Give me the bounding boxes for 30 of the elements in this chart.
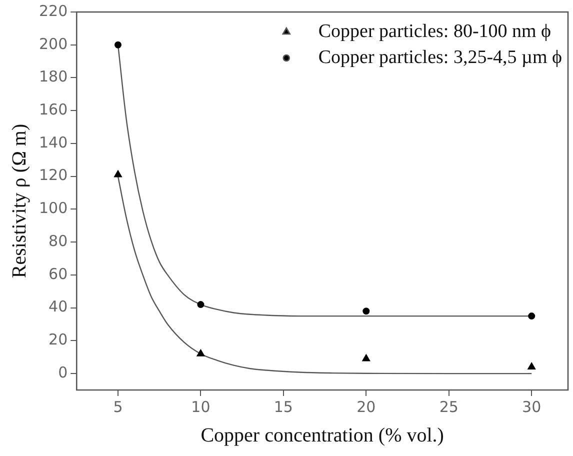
y-tick-label: 100 xyxy=(38,199,68,218)
x-tick-label: 30 xyxy=(522,398,542,416)
y-axis-title: Resistivity ρ (Ω m) xyxy=(8,124,30,278)
y-tick-label: 140 xyxy=(38,133,68,152)
point xyxy=(362,308,370,315)
point xyxy=(362,354,370,362)
y-tick-label: 180 xyxy=(38,68,68,86)
y-tick-label: 200 xyxy=(38,34,68,53)
point xyxy=(528,362,536,370)
x-tick-label: 20 xyxy=(356,398,376,416)
point xyxy=(528,312,536,320)
y-tick-label: 20 xyxy=(48,330,68,349)
point xyxy=(196,349,205,356)
y-tick-label: 40 xyxy=(48,298,68,316)
y-tick-label: 60 xyxy=(48,264,68,283)
x-tick-label: 10 xyxy=(191,398,210,416)
legend-label: Copper particles: 80-100 nm ϕ xyxy=(318,20,552,42)
y-tick-label: 80 xyxy=(48,232,68,250)
y-tick-label: 120 xyxy=(38,166,68,184)
x-tick-label: 15 xyxy=(274,398,293,416)
legend-label: Copper particles: 3,25-4,5 µm ϕ xyxy=(318,46,562,68)
x-tick-label: 5 xyxy=(113,398,123,416)
point xyxy=(197,301,204,308)
point xyxy=(114,170,122,178)
y-tick-label: 220 xyxy=(38,2,68,20)
y-tick-label: 0 xyxy=(58,363,68,382)
x-tick-label: 25 xyxy=(439,398,458,416)
point xyxy=(114,41,122,48)
y-tick-label: 160 xyxy=(38,100,68,118)
x-axis-title: Copper concentration (% vol.) xyxy=(200,424,444,446)
